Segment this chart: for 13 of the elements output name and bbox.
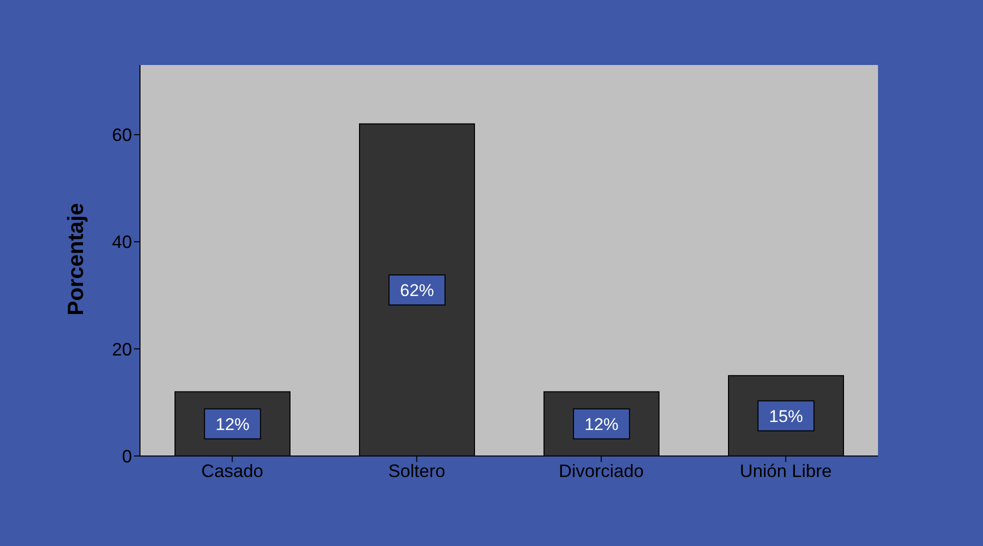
y-tick-label: 20 (112, 339, 132, 360)
data-label: 12% (215, 414, 250, 434)
y-axis-title: Porcentaje (62, 203, 88, 316)
x-tick-label: Soltero (388, 460, 446, 481)
data-label: 12% (584, 414, 619, 434)
x-tick-label: Divorciado (558, 460, 644, 481)
x-tick-label: Casado (201, 460, 264, 481)
y-tick-label: 60 (112, 125, 132, 146)
x-tick-label: Unión Libre (740, 460, 832, 481)
data-label: 62% (400, 280, 434, 300)
y-tick-label: 40 (112, 232, 132, 252)
data-label: 15% (768, 406, 804, 426)
y-tick-label: 0 (122, 446, 132, 466)
